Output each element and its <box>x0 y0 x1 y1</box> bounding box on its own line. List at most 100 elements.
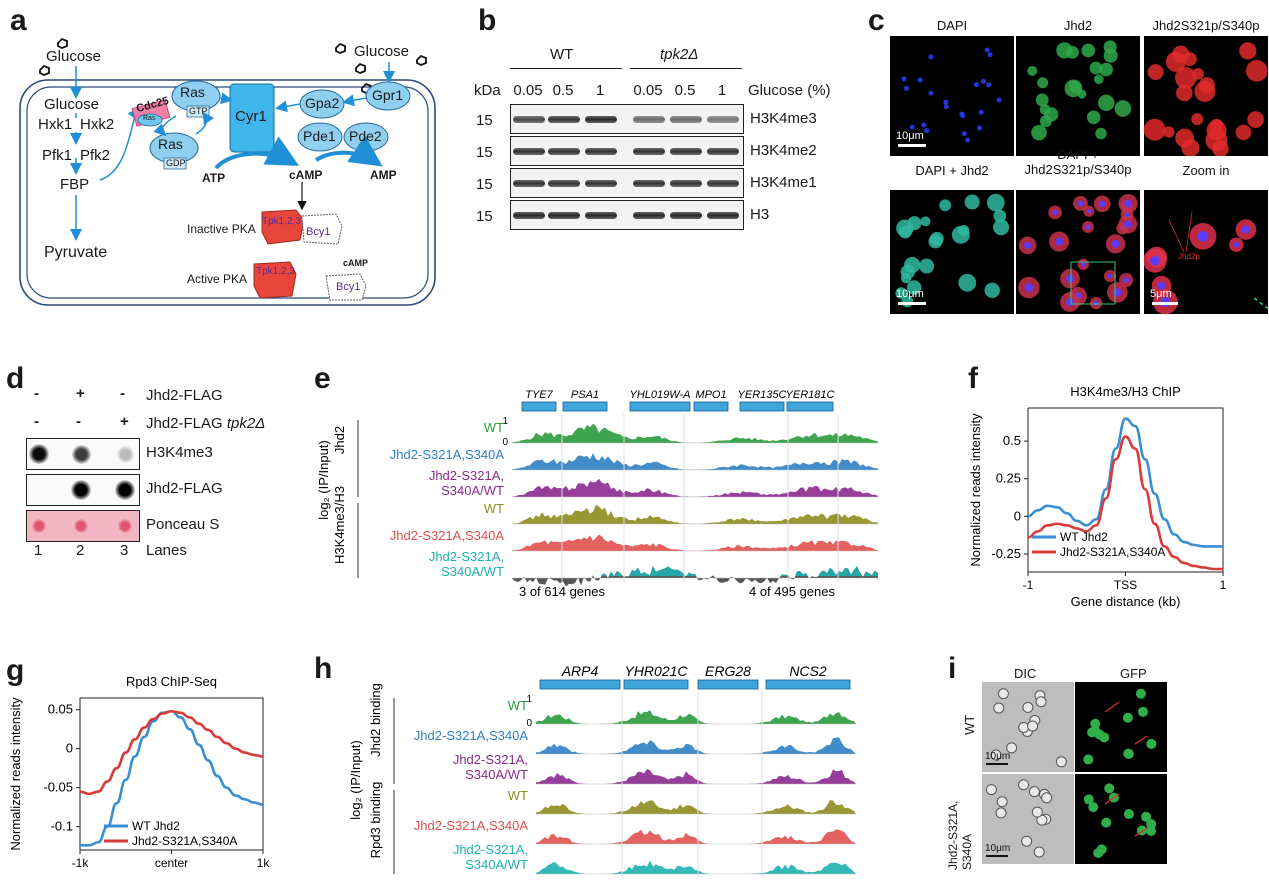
x-tick-label: center <box>155 856 188 870</box>
blot-band <box>585 180 617 187</box>
genotype-mark: - <box>34 385 39 402</box>
micrograph-image: 10μm <box>890 190 1014 314</box>
amp-label: AMP <box>370 168 397 182</box>
cell-signal-marks <box>1144 211 1257 314</box>
gene-model <box>629 401 691 412</box>
mutant-header: tpk2Δ <box>660 46 699 63</box>
molecular-weight-label: 15 <box>476 208 493 225</box>
scale-bar <box>898 144 926 147</box>
blot-row-label: H3 <box>750 206 770 223</box>
dic-column-label: DIC <box>1014 666 1037 681</box>
panel-h: h log₂ (IP/Input) Jhd2 binding Rpd3 bindin… <box>300 650 900 886</box>
bcy1-inactive-shape <box>301 213 343 245</box>
panel-b-label: b <box>478 4 497 37</box>
rpd3-line-chart: Rpd3 ChIP-Seq 0.05 0 -0.05 -0.1 -1k center 1k No… <box>8 674 271 870</box>
atp-label: ATP <box>202 171 226 185</box>
gfp-column-label: GFP <box>1120 666 1147 681</box>
gene-name: YER181C <box>786 389 835 401</box>
cell-inner-membrane <box>26 86 429 299</box>
blot-band <box>548 180 580 187</box>
panel-a: a <box>0 0 440 320</box>
micrograph-title: DAPI + Jhd2 <box>915 163 989 178</box>
row2-genotype-italic: tpk2Δ <box>226 415 266 432</box>
dot-blot-label: Ponceau S <box>146 516 220 533</box>
coverage-track <box>512 504 878 524</box>
lane-number: 3 <box>120 542 129 559</box>
legend-label: WT Jhd2 <box>132 819 180 833</box>
inactive-pka-label: Inactive PKA <box>187 222 256 236</box>
camp-small-label: cAMP <box>343 258 369 268</box>
concentration-label: 0.5 <box>552 82 574 99</box>
chart-title: Rpd3 ChIP-Seq <box>126 674 217 689</box>
track-label: S340A/WT <box>441 564 504 579</box>
blot-band <box>633 148 665 155</box>
coverage-track <box>512 534 878 551</box>
dot-blot-label: H3K4me3 <box>146 444 213 461</box>
dot-blot-strip <box>26 510 140 542</box>
wt-header: WT <box>550 46 574 63</box>
gene-name: ERG28 <box>705 663 751 679</box>
coverage-track <box>536 829 856 844</box>
blot-band <box>670 148 702 155</box>
track-label: S340A/WT <box>465 857 528 872</box>
wt-row-label: WT <box>962 714 977 735</box>
scale-bar-label: 10μm <box>985 751 1011 762</box>
micrograph-image: 10μm <box>890 36 1014 156</box>
micrograph-title: DAPI + Jhd2S321p/S340p <box>1024 147 1132 177</box>
y-tick-label: -0.1 <box>51 819 73 834</box>
micrograph-title: Jhd2 <box>1063 18 1093 33</box>
bcy1-inactive-label: Bcy1 <box>306 226 331 238</box>
coverage-track <box>536 737 856 754</box>
dic-image: 10μm <box>982 774 1074 864</box>
blot-band <box>633 180 665 187</box>
y-tick-label: -0.25 <box>991 546 1021 561</box>
track-label: WT <box>508 698 528 713</box>
chart-frame <box>1028 407 1224 572</box>
blot-dot <box>115 480 135 500</box>
x-tick-label: 1k <box>257 856 271 870</box>
signaling-pathway-diagram <box>19 37 436 306</box>
gene-count-left: 3 of 614 genes <box>519 584 606 599</box>
coverage-track <box>512 478 878 497</box>
y-tick-label: 0 <box>1014 508 1021 523</box>
blot-band <box>707 148 739 155</box>
panel-d-label: d <box>6 362 25 395</box>
blot-band <box>585 212 617 219</box>
blot-row-label: H3K4me1 <box>750 174 817 191</box>
panel-b: b WT tpk2Δ kDa 0.05 0.5 1 0.05 0.5 1 Glucose … <box>470 0 870 320</box>
cell-signal-marks <box>1018 193 1138 312</box>
cell-marks <box>985 779 1053 858</box>
fbp-label: FBP <box>60 176 90 193</box>
panel-c: c DAPI 10μm Jhd2 Jhd2S321p/S340p DAPI + Jhd2… <box>868 0 1269 320</box>
scale-bar-label: 5μm <box>1150 288 1172 300</box>
gene-model <box>539 679 621 690</box>
cell-signal-marks <box>1144 42 1268 156</box>
dot-blot-strip <box>26 474 140 506</box>
gene-model <box>623 679 689 690</box>
coverage-track <box>536 710 856 724</box>
panel-i-label: i <box>948 652 957 685</box>
zoom-guide-lines <box>1254 297 1269 311</box>
track-scale-bottom: 0 <box>502 437 508 448</box>
genotype-mark: - <box>76 413 81 430</box>
glucose-left-label: Glucose <box>46 48 102 65</box>
concentration-label: 1 <box>595 82 605 99</box>
gene-model <box>562 401 608 412</box>
gene-name: TYE7 <box>525 389 553 401</box>
x-tick-label: -1 <box>1023 578 1034 592</box>
blot-band <box>670 116 702 123</box>
track-label: Jhd2-S321A, <box>453 842 528 857</box>
mutant-row-label: Jhd2-S321A, S340A <box>946 800 974 870</box>
gpr1-node <box>365 81 411 111</box>
panel-g-label: g <box>6 654 25 687</box>
track-scale-top: 1 <box>502 416 508 427</box>
gene-name: ARP4 <box>561 663 599 679</box>
glucose-right-label: Glucose <box>354 43 410 60</box>
gene-model <box>786 401 834 412</box>
coverage-track <box>512 453 878 470</box>
panel-a-label: a <box>10 4 27 37</box>
scale-bar-label: 10μm <box>896 288 924 300</box>
track-label: WT <box>484 420 504 435</box>
gene-model <box>765 679 851 690</box>
gene-name: MPO1 <box>695 389 726 401</box>
